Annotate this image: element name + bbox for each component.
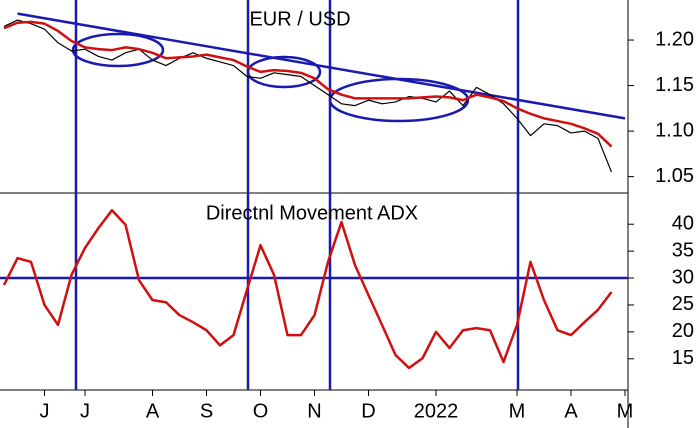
x-tick-label: J xyxy=(40,400,50,422)
y-tick-label: 1.10 xyxy=(655,119,694,141)
x-tick-label: A xyxy=(564,400,578,422)
x-tick-label: 2022 xyxy=(414,400,459,422)
y-tick-label: 15 xyxy=(672,347,694,369)
y-tick-label: 35 xyxy=(672,239,694,261)
ellipse xyxy=(71,32,165,68)
y-tick-label: 1.20 xyxy=(655,28,694,50)
y-tick-label: 30 xyxy=(672,266,694,288)
price-title: EUR / USD xyxy=(249,8,350,30)
y-tick-label: 1.05 xyxy=(655,165,694,187)
x-tick-label: S xyxy=(200,400,213,422)
y-tick-label: 25 xyxy=(672,293,694,315)
data-line xyxy=(3,19,613,173)
x-tick-label: O xyxy=(253,400,269,422)
x-tick-label: D xyxy=(361,400,375,422)
y-tick-label: 1.15 xyxy=(655,74,694,96)
data-line xyxy=(2,208,613,370)
x-tick-label: N xyxy=(307,400,321,422)
y-tick-label: 20 xyxy=(672,320,694,342)
y-tick-label: 40 xyxy=(672,212,694,234)
x-tick-label: M xyxy=(509,400,526,422)
ellipse xyxy=(246,55,322,89)
x-tick-label: A xyxy=(146,400,160,422)
trend-line xyxy=(17,12,626,120)
x-tick-label: M xyxy=(617,400,634,422)
data-line xyxy=(3,20,613,148)
x-tick-label: J xyxy=(80,400,90,422)
adx-title: Directnl Movement ADX xyxy=(206,202,418,224)
